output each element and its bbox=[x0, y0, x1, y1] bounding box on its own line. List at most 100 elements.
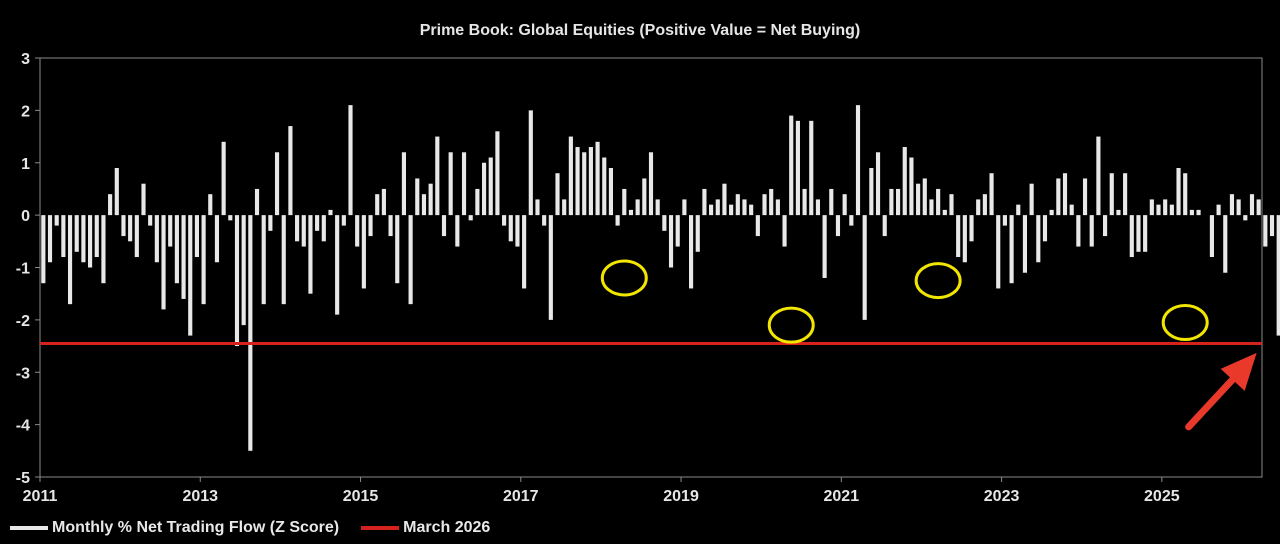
bar bbox=[1136, 215, 1141, 252]
x-tick-label: 2023 bbox=[984, 488, 1020, 505]
bar bbox=[1229, 194, 1235, 216]
bar bbox=[288, 126, 293, 216]
bar bbox=[241, 215, 246, 326]
bar bbox=[896, 188, 901, 216]
bar bbox=[555, 173, 560, 216]
bar bbox=[956, 215, 961, 258]
bar bbox=[448, 152, 453, 216]
bar bbox=[996, 215, 1001, 289]
bar bbox=[1116, 209, 1121, 216]
bar bbox=[348, 105, 353, 216]
bar bbox=[468, 215, 473, 221]
bar bbox=[121, 215, 126, 237]
bar bbox=[1263, 215, 1268, 247]
bar bbox=[648, 152, 654, 216]
bar bbox=[936, 188, 941, 216]
bar bbox=[341, 215, 346, 226]
x-tick-label: 2013 bbox=[182, 488, 218, 505]
bar bbox=[695, 215, 700, 252]
bar bbox=[1256, 199, 1261, 216]
bar bbox=[775, 199, 780, 216]
bar bbox=[1123, 173, 1128, 216]
bar bbox=[835, 215, 841, 237]
bar bbox=[989, 173, 994, 216]
bar bbox=[668, 215, 674, 268]
bar bbox=[729, 204, 734, 216]
bar bbox=[421, 194, 427, 216]
bar bbox=[615, 215, 620, 226]
bar bbox=[582, 152, 587, 216]
legend-label-march-2026: March 2026 bbox=[403, 519, 491, 536]
bar bbox=[1189, 209, 1194, 216]
bar bbox=[842, 194, 847, 216]
bar bbox=[982, 194, 987, 216]
bar bbox=[134, 215, 139, 258]
y-tick-label: -2 bbox=[16, 313, 30, 330]
bar bbox=[855, 105, 861, 216]
bar bbox=[435, 136, 440, 216]
bar bbox=[902, 147, 907, 216]
bar bbox=[969, 215, 974, 242]
bar bbox=[562, 199, 567, 216]
bar bbox=[709, 204, 714, 216]
legend-item-march-2026: March 2026 bbox=[361, 519, 490, 537]
bar bbox=[622, 188, 627, 216]
bar bbox=[114, 167, 119, 216]
bar bbox=[1183, 173, 1188, 216]
bar bbox=[228, 215, 233, 221]
bar bbox=[508, 215, 513, 242]
bar bbox=[875, 152, 881, 216]
y-tick-label: -3 bbox=[16, 365, 30, 382]
bar bbox=[248, 215, 253, 451]
bar bbox=[1022, 215, 1028, 273]
bar bbox=[655, 199, 660, 216]
bar bbox=[722, 183, 727, 216]
bar bbox=[261, 215, 266, 305]
bar bbox=[1096, 136, 1101, 216]
y-tick-label: 0 bbox=[21, 208, 30, 225]
bar bbox=[568, 136, 573, 216]
bar bbox=[1243, 215, 1248, 221]
bar bbox=[522, 215, 527, 289]
bar bbox=[548, 215, 553, 320]
x-tick-label: 2011 bbox=[23, 488, 58, 505]
bar bbox=[608, 167, 614, 216]
bar bbox=[602, 157, 607, 216]
bar bbox=[101, 215, 106, 284]
bar bbox=[1169, 204, 1174, 216]
bar bbox=[388, 215, 393, 237]
x-tick-label: 2017 bbox=[503, 488, 539, 505]
bar bbox=[141, 183, 146, 216]
bar bbox=[1029, 183, 1034, 216]
bar bbox=[815, 199, 821, 216]
bar bbox=[181, 215, 186, 299]
legend-swatch-flow bbox=[10, 526, 48, 530]
bar bbox=[1209, 215, 1214, 258]
bar bbox=[1049, 209, 1054, 216]
bar bbox=[1009, 215, 1014, 284]
bar bbox=[335, 215, 340, 315]
legend-item-flow: Monthly % Net Trading Flow (Z Score) bbox=[10, 519, 339, 537]
bar bbox=[315, 215, 320, 231]
x-tick-label: 2015 bbox=[343, 488, 379, 505]
bar bbox=[929, 199, 934, 216]
bar bbox=[495, 131, 500, 216]
bar bbox=[829, 188, 834, 216]
highlight-circle bbox=[767, 306, 815, 344]
bar bbox=[595, 141, 600, 216]
bar bbox=[922, 178, 927, 216]
bar bbox=[502, 215, 507, 226]
bar bbox=[635, 199, 640, 216]
bar bbox=[1036, 215, 1041, 263]
bar bbox=[1196, 209, 1201, 216]
bar bbox=[67, 215, 73, 305]
bar bbox=[1276, 215, 1280, 336]
bar bbox=[1069, 204, 1074, 216]
highlight-circle bbox=[600, 259, 648, 297]
arrow-shaft bbox=[1185, 367, 1245, 431]
bar bbox=[909, 157, 914, 216]
bar bbox=[281, 215, 286, 305]
bar bbox=[715, 199, 720, 216]
bar bbox=[769, 188, 774, 216]
